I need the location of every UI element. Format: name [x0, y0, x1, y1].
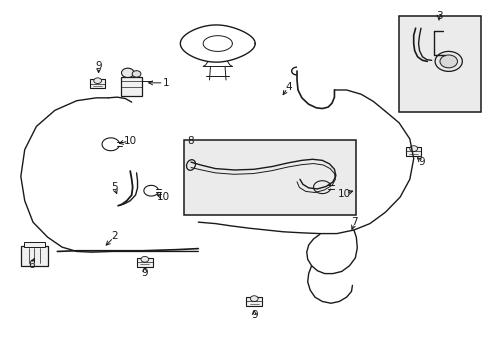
Text: 4: 4: [285, 82, 291, 92]
Text: 10: 10: [157, 192, 169, 202]
Circle shape: [439, 55, 457, 68]
Text: 5: 5: [111, 182, 118, 192]
Bar: [90, 79, 105, 88]
Circle shape: [250, 296, 258, 301]
Bar: [137, 258, 152, 267]
Text: 6: 6: [28, 260, 35, 270]
Circle shape: [121, 68, 134, 77]
Circle shape: [434, 51, 461, 71]
Circle shape: [409, 146, 417, 152]
Bar: [24, 242, 45, 247]
Circle shape: [132, 71, 141, 77]
Circle shape: [94, 78, 102, 84]
Text: 10: 10: [337, 189, 350, 199]
Text: 3: 3: [435, 12, 442, 21]
Text: 9: 9: [141, 268, 148, 278]
Text: 2: 2: [111, 231, 118, 242]
Text: 9: 9: [250, 310, 257, 320]
Text: 8: 8: [187, 136, 194, 146]
Bar: [405, 147, 421, 156]
Text: 9: 9: [95, 62, 102, 71]
Bar: [121, 77, 142, 96]
Bar: [398, 17, 480, 112]
Text: 10: 10: [123, 136, 137, 146]
Bar: [183, 140, 356, 215]
Circle shape: [141, 256, 148, 262]
Text: 7: 7: [350, 217, 357, 227]
Text: 9: 9: [418, 157, 425, 167]
Ellipse shape: [186, 160, 195, 170]
Text: 1: 1: [162, 78, 169, 88]
Bar: [21, 246, 48, 266]
Bar: [246, 297, 262, 306]
